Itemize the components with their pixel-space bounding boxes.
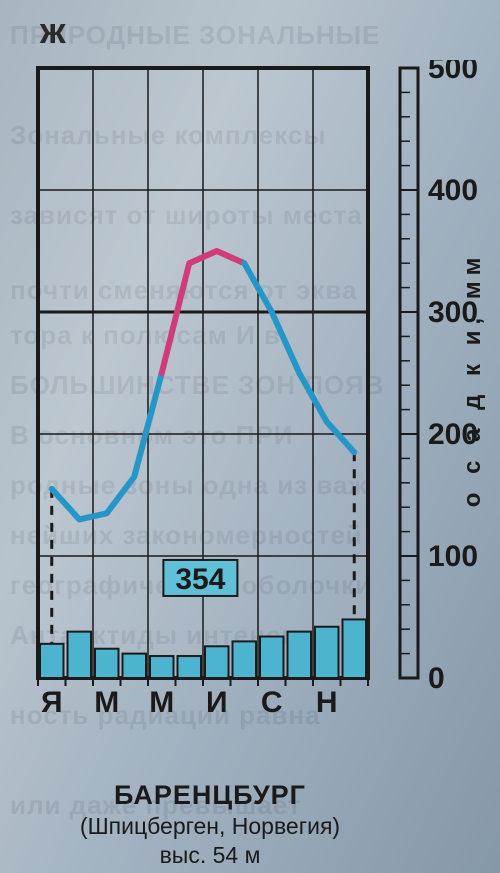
bleed-text: ПРИРОДНЫЕ ЗОНАЛЬНЫЕ: [10, 20, 490, 51]
precip-bar: [343, 619, 367, 678]
x-tick-label: Я: [41, 686, 63, 719]
precip-bar: [123, 654, 147, 678]
precip-bar: [288, 632, 312, 678]
annual-precip-value: 354: [175, 563, 225, 596]
y-axis-title: о с а д к и, мм: [459, 252, 486, 508]
precip-bar: [205, 646, 229, 678]
x-tick-label: М: [94, 686, 119, 719]
precip-bar: [95, 649, 119, 678]
precip-bar: [40, 644, 64, 678]
precip-bar: [150, 656, 174, 678]
precip-bar: [260, 637, 284, 678]
x-tick-label: Н: [316, 686, 338, 719]
caption-sub2: выс. 54 м: [0, 842, 420, 869]
y-tick-label: 400: [428, 174, 478, 207]
precip-bar: [68, 632, 92, 678]
precip-bar: [233, 641, 257, 678]
y-tick-label: 500: [428, 60, 478, 85]
x-tick-label: С: [261, 686, 283, 719]
climate-chart: 3540100200300400500о с а д к и, ммЯММИСН: [30, 60, 500, 760]
y-tick-label: 100: [428, 540, 478, 573]
x-tick-label: И: [206, 686, 228, 719]
panel-letter: ж: [40, 10, 66, 52]
caption-sub1: (Шпицберген, Норвегия): [0, 813, 420, 840]
precip-bar: [178, 656, 202, 678]
precip-bar: [315, 627, 339, 678]
y-tick-label: 0: [428, 662, 445, 695]
chart-svg: 3540100200300400500о с а д к и, ммЯММИСН: [30, 60, 500, 760]
caption-city: БАРЕНЦБУРГ: [0, 780, 420, 811]
chart-caption: БАРЕНЦБУРГ (Шпицберген, Норвегия) выс. 5…: [0, 780, 420, 869]
x-tick-label: М: [149, 686, 174, 719]
